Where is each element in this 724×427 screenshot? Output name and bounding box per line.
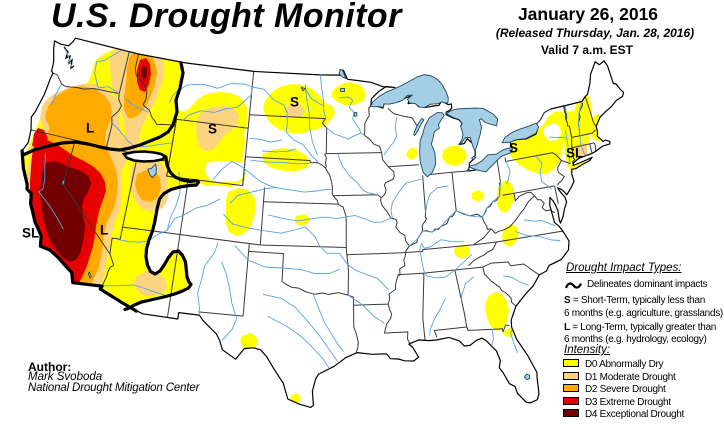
svg-text:L: L: [100, 223, 108, 238]
svg-text:S: S: [208, 122, 217, 137]
svg-text:SL: SL: [22, 226, 39, 241]
svg-text:L: L: [86, 121, 94, 136]
svg-text:S: S: [290, 95, 299, 110]
svg-text:SL: SL: [566, 146, 583, 161]
svg-text:S: S: [509, 141, 518, 156]
